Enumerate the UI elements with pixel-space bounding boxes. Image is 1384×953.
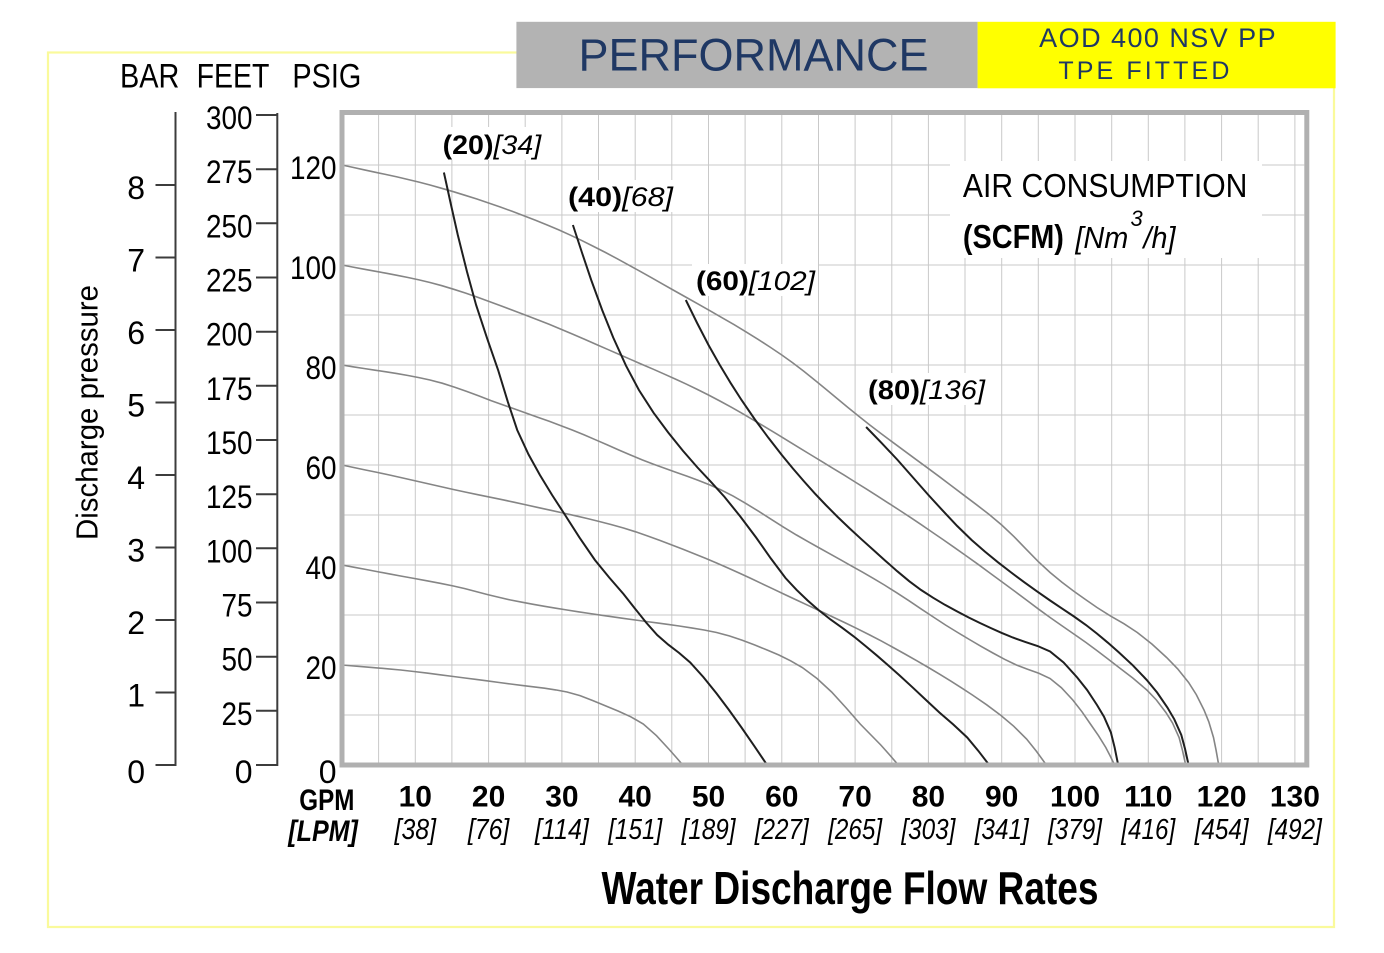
- svg-text:120: 120: [290, 150, 337, 186]
- svg-text:(60)[102]: (60) [102]: [696, 266, 817, 296]
- svg-text:AOD 400 NSV PP: AOD 400 NSV PP: [1039, 23, 1276, 53]
- svg-text:8: 8: [127, 170, 145, 206]
- svg-text:120: 120: [1197, 781, 1247, 814]
- svg-text:[227]: [227]: [754, 814, 810, 846]
- svg-text:[303]: [303]: [901, 814, 957, 846]
- svg-text:3: 3: [127, 533, 145, 569]
- svg-text:275: 275: [206, 154, 253, 190]
- svg-text:1: 1: [127, 678, 145, 714]
- svg-text:AIR CONSUMPTION: AIR CONSUMPTION: [963, 167, 1248, 204]
- svg-text:/h]: /h]: [1142, 220, 1177, 255]
- svg-text:2: 2: [127, 605, 145, 641]
- svg-text:130: 130: [1270, 781, 1320, 814]
- svg-text:100: 100: [290, 250, 337, 286]
- svg-text:[492]: [492]: [1267, 814, 1323, 846]
- svg-text:70: 70: [838, 781, 871, 814]
- svg-text:100: 100: [206, 533, 253, 569]
- svg-text:[LPM]: [LPM]: [287, 815, 358, 848]
- svg-text:[341]: [341]: [974, 814, 1030, 846]
- svg-text:20: 20: [472, 781, 505, 814]
- svg-text:50: 50: [692, 781, 725, 814]
- svg-text:250: 250: [206, 208, 253, 244]
- svg-text:150: 150: [206, 425, 253, 461]
- svg-text:5: 5: [127, 388, 145, 424]
- svg-text:TPE FITTED: TPE FITTED: [1058, 57, 1229, 85]
- svg-text:7: 7: [127, 243, 145, 279]
- svg-text:[151]: [151]: [607, 814, 663, 846]
- svg-text:30: 30: [545, 781, 578, 814]
- svg-text:0: 0: [235, 754, 253, 790]
- svg-text:60: 60: [765, 781, 798, 814]
- svg-text:(SCFM): (SCFM): [963, 218, 1064, 255]
- svg-text:PERFORMANCE: PERFORMANCE: [578, 30, 928, 81]
- svg-text:[416]: [416]: [1120, 814, 1176, 846]
- svg-text:75: 75: [222, 588, 253, 624]
- svg-text:0: 0: [127, 754, 145, 790]
- svg-text:GPM: GPM: [299, 784, 354, 817]
- svg-text:[454]: [454]: [1194, 814, 1250, 846]
- svg-text:PSIG: PSIG: [292, 58, 361, 96]
- svg-text:6: 6: [127, 315, 145, 351]
- svg-text:Discharge pressure: Discharge pressure: [70, 285, 105, 540]
- svg-text:60: 60: [306, 450, 337, 486]
- svg-text:(20)[34]: (20) [34]: [443, 130, 543, 160]
- svg-text:80: 80: [306, 350, 337, 386]
- svg-text:Water Discharge Flow Rates: Water Discharge Flow Rates: [602, 862, 1099, 914]
- svg-text:BAR: BAR: [120, 58, 179, 96]
- svg-text:0: 0: [319, 754, 337, 790]
- svg-text:[114]: [114]: [534, 814, 590, 846]
- svg-text:[265]: [265]: [827, 814, 883, 846]
- svg-text:3: 3: [1131, 206, 1144, 231]
- svg-text:80: 80: [912, 781, 945, 814]
- svg-text:[379]: [379]: [1047, 814, 1103, 846]
- svg-text:225: 225: [206, 263, 253, 299]
- svg-text:90: 90: [985, 781, 1018, 814]
- svg-text:[76]: [76]: [467, 814, 510, 846]
- svg-text:300: 300: [206, 100, 253, 136]
- svg-text:[38]: [38]: [394, 814, 437, 846]
- svg-text:FEET: FEET: [197, 58, 270, 96]
- svg-text:100: 100: [1050, 781, 1100, 814]
- svg-text:[Nm: [Nm: [1074, 220, 1128, 255]
- svg-text:20: 20: [306, 650, 337, 686]
- svg-text:40: 40: [619, 781, 652, 814]
- svg-text:[189]: [189]: [681, 814, 737, 846]
- svg-text:25: 25: [222, 696, 253, 732]
- svg-text:(80)[136]: (80) [136]: [868, 375, 987, 405]
- svg-text:175: 175: [206, 371, 253, 407]
- svg-text:110: 110: [1124, 781, 1172, 814]
- svg-text:125: 125: [206, 479, 253, 515]
- svg-text:50: 50: [222, 642, 253, 678]
- svg-text:40: 40: [306, 550, 337, 586]
- svg-text:200: 200: [206, 317, 253, 353]
- svg-text:10: 10: [399, 781, 432, 814]
- svg-text:4: 4: [127, 460, 145, 496]
- svg-text:(40)[68]: (40) [68]: [568, 182, 675, 212]
